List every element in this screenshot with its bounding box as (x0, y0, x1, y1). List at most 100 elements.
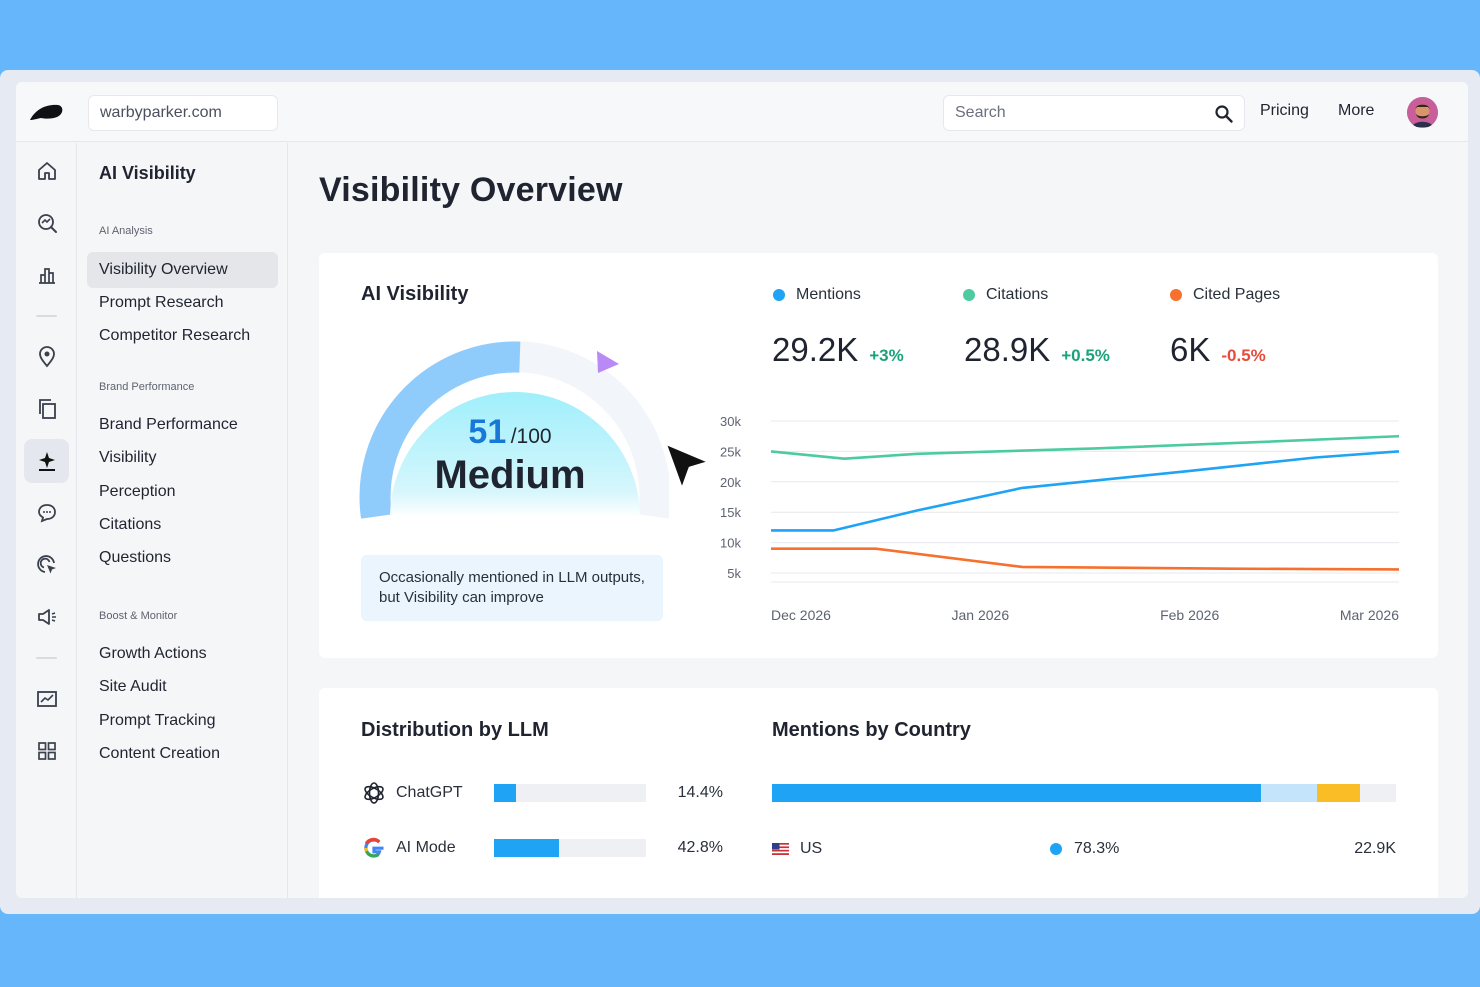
search-box[interactable] (943, 95, 1245, 131)
visibility-score: 51 /100 (359, 413, 661, 452)
sidebar-item-citations[interactable]: Citations (99, 516, 162, 533)
sidebar-item-brand-performance[interactable]: Brand Performance (99, 416, 238, 433)
rail-divider (36, 657, 57, 659)
sidebar-item-content-creation[interactable]: Content Creation (99, 745, 220, 762)
visibility-note: Occasionally mentioned in LLM outputs, b… (361, 555, 663, 621)
main-content: Visibility Overview AI Visibility (289, 143, 1468, 898)
y-tick-label: 10k (720, 536, 741, 551)
sidebar-item-visibility[interactable]: Visibility (99, 449, 157, 466)
country-bar-segment[interactable] (772, 784, 1261, 802)
metric-value: 28.9K (964, 331, 1051, 368)
avatar[interactable] (1407, 97, 1438, 128)
legend-cited-pages[interactable]: Cited Pages (1170, 286, 1280, 304)
search-input[interactable] (944, 96, 1194, 130)
mentions-dot-icon (773, 289, 785, 301)
app-window: warbyparker.com Pricing More (0, 70, 1480, 914)
sidebar-title: AI Visibility (99, 163, 196, 183)
series-line-cited-pages[interactable] (771, 547, 1400, 571)
metric-mentions: 29.2K +3% (772, 331, 904, 369)
visibility-card: AI Visibility (319, 253, 1438, 658)
rail-megaphone[interactable] (24, 595, 69, 639)
more-link[interactable]: More (1338, 102, 1375, 119)
rail-line-chart[interactable] (24, 677, 69, 721)
llm-bar-fill (494, 839, 560, 857)
sidebar-group-label: Boost & Monitor (99, 610, 178, 622)
x-tick-label: Dec 2026 (771, 607, 831, 623)
legend-label: Mentions (796, 286, 861, 303)
icon-rail (16, 143, 77, 898)
y-tick-label: 15k (720, 505, 741, 520)
sidebar-item-prompt-tracking[interactable]: Prompt Tracking (99, 712, 216, 729)
metric-citations: 28.9K +0.5% (964, 331, 1110, 369)
legend-label: Cited Pages (1193, 286, 1281, 303)
y-tick-label: 20k (720, 475, 741, 490)
country-bar-segment[interactable] (1316, 784, 1361, 802)
citations-dot-icon (963, 289, 975, 301)
top-bar: warbyparker.com Pricing More (16, 82, 1468, 142)
y-tick-label: 25k (720, 444, 741, 459)
rail-bar-chart[interactable] (24, 253, 69, 297)
search-icon[interactable] (1214, 104, 1234, 124)
x-tick-label: Mar 2026 (1340, 607, 1399, 623)
rail-ai-visibility[interactable] (24, 439, 69, 483)
rail-target[interactable] (24, 543, 69, 587)
country-name: US (800, 840, 823, 857)
distribution-card: Distribution by LLM Mentions by Country … (319, 688, 1438, 898)
apps-grid-icon (37, 742, 56, 760)
llm-pct: 14.4% (677, 784, 723, 801)
metric-cited-pages: 6K -0.5% (1170, 331, 1266, 369)
sidebar-item-questions[interactable]: Questions (99, 549, 172, 566)
x-tick-label: Feb 2026 (1160, 607, 1219, 623)
line-chart-icon (36, 691, 57, 707)
country-stacked-bar[interactable] (772, 784, 1396, 802)
country-row-us[interactable]: US 78.3% 22.9K (772, 839, 1396, 859)
llm-bar-track (494, 839, 646, 857)
page-title: Visibility Overview (319, 171, 623, 209)
home-icon (37, 162, 56, 180)
visibility-level: Medium (434, 453, 586, 497)
rail-home[interactable] (24, 149, 69, 193)
avatar-face-icon (1407, 97, 1438, 128)
sidebar-item-competitor-research[interactable]: Competitor Research (99, 327, 251, 344)
rail-apps[interactable] (24, 729, 69, 773)
score-value: 51 (468, 413, 507, 451)
line-chart: 30k 25k 20k 15k 10k 5k Dec 2026 Jan 2026 Feb 202… (720, 414, 1400, 623)
logo-icon[interactable] (26, 98, 66, 126)
sidebar-item-visibility-overview[interactable]: Visibility Overview (87, 252, 278, 288)
gauge-marker-icon (597, 351, 619, 373)
sidebar-item-growth-actions[interactable]: Growth Actions (99, 645, 207, 662)
rail-search-trend[interactable] (24, 201, 69, 245)
rail-chat[interactable] (24, 491, 69, 535)
llm-row-ai-mode[interactable]: AI Mode 42.8% (361, 834, 723, 862)
google-icon (364, 837, 384, 858)
sidebar-item-prompt-research[interactable]: Prompt Research (99, 294, 224, 311)
sidebar-item-site-audit[interactable]: Site Audit (99, 678, 167, 695)
y-tick-label: 30k (720, 414, 741, 429)
llm-row-chatgpt[interactable]: ChatGPT 14.4% (361, 779, 723, 807)
metric-value: 29.2K (772, 331, 859, 368)
metric-change: +3% (869, 346, 904, 365)
pages-icon (38, 399, 56, 419)
metric-value: 6K (1170, 331, 1211, 368)
bar-chart-icon (38, 268, 55, 284)
rail-location[interactable] (24, 335, 69, 379)
visibility-gauge (359, 341, 669, 519)
llm-bar-fill (494, 784, 516, 802)
mouse-pointer-icon (663, 441, 712, 492)
visibility-card-title: AI Visibility (361, 283, 469, 305)
domain-field[interactable]: warbyparker.com (88, 95, 278, 131)
x-tick-label: Jan 2026 (952, 607, 1010, 623)
series-line-citations[interactable] (770, 434, 1400, 461)
country-bar-segment[interactable] (1260, 784, 1317, 802)
series-line-mentions[interactable] (771, 450, 1400, 532)
metric-change: +0.5% (1061, 346, 1110, 365)
cited-pages-dot-icon (1170, 289, 1182, 301)
sidebar-item-perception[interactable]: Perception (99, 483, 176, 500)
rail-divider (36, 315, 57, 317)
rail-pages[interactable] (24, 387, 69, 431)
metric-change: -0.5% (1221, 346, 1266, 365)
llm-name: AI Mode (396, 839, 456, 856)
legend-mentions[interactable]: Mentions (773, 286, 861, 304)
pricing-link[interactable]: Pricing (1260, 102, 1309, 119)
legend-citations[interactable]: Citations (963, 286, 1048, 304)
